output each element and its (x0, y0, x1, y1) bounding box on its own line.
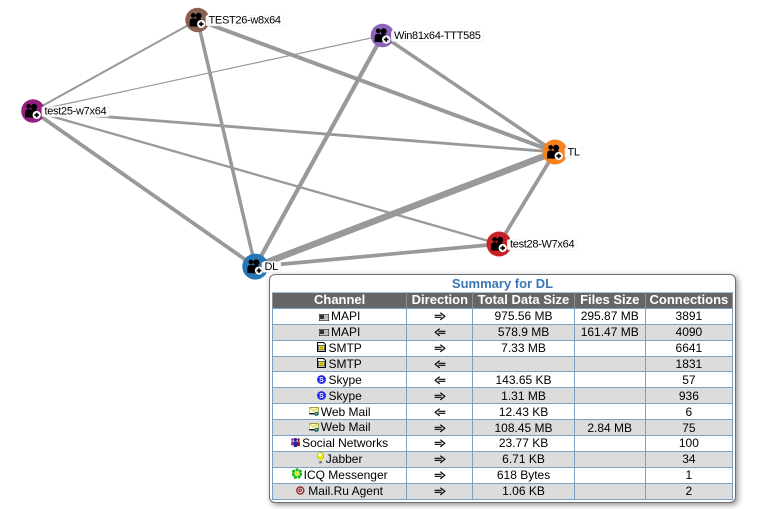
svg-text:TL: TL (568, 147, 580, 159)
svg-text:TEST26-w8x64: TEST26-w8x64 (209, 15, 281, 27)
svg-text:test28-W7x64: test28-W7x64 (510, 239, 574, 251)
svg-text:Win81x64-TTT585: Win81x64-TTT585 (394, 30, 481, 42)
svg-text:test25-w7x64: test25-w7x64 (45, 106, 107, 118)
svg-text:S: S (320, 393, 325, 400)
svg-text:DL: DL (265, 261, 279, 273)
svg-text:S: S (320, 377, 325, 384)
